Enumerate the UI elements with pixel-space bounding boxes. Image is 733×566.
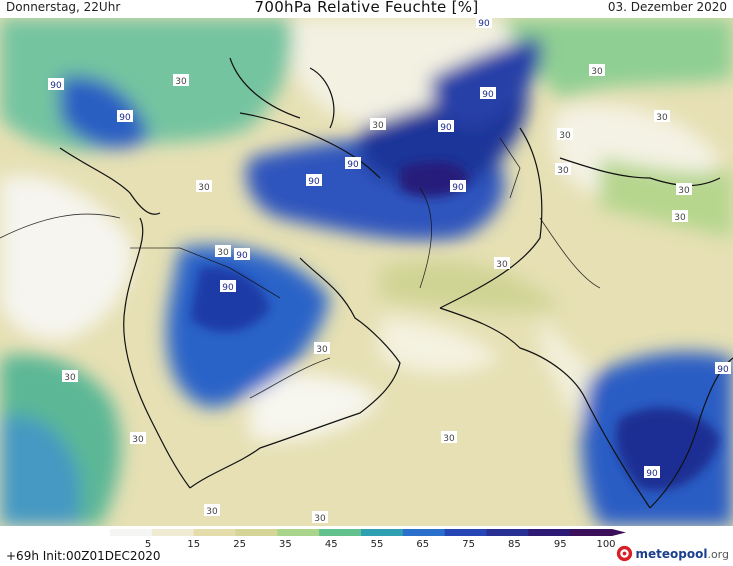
contour-label: 30 (217, 248, 229, 258)
contour-label-bg (557, 128, 573, 140)
colorbar-tick-label: 55 (371, 539, 384, 548)
contour-label: 30 (64, 373, 76, 383)
contour-label-bg (644, 466, 660, 478)
contour-label-bg (314, 342, 330, 354)
contour-label: 30 (678, 186, 690, 196)
colorbar-swatch (444, 529, 487, 536)
contour-label-bg (62, 370, 78, 382)
contour-label: 90 (482, 90, 494, 100)
colorbar-tick-label: 75 (462, 539, 475, 548)
contour-label-bg (234, 248, 250, 260)
contour-label-bg (715, 362, 731, 374)
contour-label: 30 (443, 434, 455, 444)
colorbar-swatch (570, 529, 613, 536)
contour-label-bg (130, 432, 146, 444)
contour-label: 90 (717, 365, 729, 375)
contour-label: 90 (236, 251, 248, 261)
contour-label: 30 (132, 435, 144, 445)
contour-label-bg (438, 120, 454, 132)
colorbar: 5 15 25 35 45 55 65 75 85 95 100 (110, 529, 626, 548)
contour-label-bg (215, 245, 231, 257)
colorbar-swatch (361, 529, 404, 536)
brand-name: meteopool.org (635, 547, 730, 561)
humidity-map: 90 30 90 90 90 90 90 90 90 90 90 90 90 30 30 30 30 30 30 30… (0, 18, 733, 526)
contour-label-bg (196, 180, 212, 192)
colorbar-swatch (486, 529, 529, 536)
colorbar-tick-label: 15 (187, 539, 200, 548)
contour-label-bg (173, 74, 189, 86)
contour-label: 90 (50, 81, 62, 91)
colorbar-swatch (319, 529, 362, 536)
contour-label: 90 (119, 113, 131, 123)
colorbar-tick-label: 45 (325, 539, 338, 548)
contour-label: 30 (314, 514, 326, 524)
contour-label: 30 (372, 121, 384, 131)
contour-label: 90 (308, 177, 320, 187)
colorbar-swatch (235, 529, 278, 536)
colorbar-swatch (277, 529, 320, 536)
title-bar: Donnerstag, 22Uhr 700hPa Relative Feucht… (0, 0, 733, 18)
contour-label: 90 (440, 123, 452, 133)
contour-label: 30 (591, 67, 603, 77)
contour-label: 30 (175, 77, 187, 87)
contour-label: 90 (347, 160, 359, 170)
contour-label: 90 (222, 283, 234, 293)
contour-label-bg (480, 87, 496, 99)
contour-label-bg (345, 157, 361, 169)
contour-label: 90 (646, 469, 658, 479)
contour-label: 30 (674, 213, 686, 223)
contour-label: 30 (316, 345, 328, 355)
contour-label: 90 (478, 19, 490, 29)
contour-label-bg (494, 257, 510, 269)
colorbar-tick-label: 100 (596, 539, 615, 548)
colorbar-extend-arrow (612, 529, 626, 536)
map-title: 700hPa Relative Feuchte [%] (254, 0, 479, 16)
colorbar-tick-label: 25 (233, 539, 246, 548)
contour-label-bg (220, 280, 236, 292)
contour-label-bg (555, 163, 571, 175)
colorbar-tick-label: 65 (416, 539, 429, 548)
contour-label-bg (476, 18, 492, 28)
contour-label-bg (204, 504, 220, 516)
contour-label-bg (672, 210, 688, 222)
colorbar-swatch (402, 529, 446, 536)
contour-labels: 90 30 90 90 90 90 90 90 90 90 90 90 90 30 30 30 30 30 30 30… (48, 18, 731, 524)
contour-label: 30 (557, 166, 569, 176)
contour-label-bg (450, 180, 466, 192)
meteopool-logo-icon (616, 545, 633, 562)
forecast-init: +69h Init:00Z01DEC2020 (6, 549, 161, 563)
contour-label: 30 (496, 260, 508, 270)
legend-bar: 5 15 25 35 45 55 65 75 85 95 100 +69h Init:00Z01DE… (0, 526, 733, 566)
contour-label-bg (589, 64, 605, 76)
colorbar-tick-label: 95 (554, 539, 567, 548)
contour-label-bg (306, 174, 322, 186)
colorbar-swatch (151, 529, 195, 536)
contour-label: 30 (656, 113, 668, 123)
contour-label-bg (117, 110, 133, 122)
colorbar-tick-label: 85 (508, 539, 521, 548)
contour-label-bg (676, 183, 692, 195)
humidity-map-canvas: 90 30 90 90 90 90 90 90 90 90 90 90 90 30 30 30 30 30 30 30… (0, 18, 733, 526)
contour-label-bg (654, 110, 670, 122)
contour-label: 30 (198, 183, 210, 193)
coastlines (59, 57, 733, 509)
contour-label: 30 (206, 507, 218, 517)
valid-day-time: Donnerstag, 22Uhr (6, 0, 121, 14)
contour-label: 90 (452, 183, 464, 193)
contour-label: 30 (559, 131, 571, 141)
contour-label-bg (312, 511, 328, 523)
colorbar-tick-label: 5 (145, 539, 151, 548)
colorbar-swatch (193, 529, 236, 536)
contour-label-bg (48, 78, 64, 90)
colorbar-tick-label: 35 (279, 539, 292, 548)
borders (0, 137, 601, 399)
contour-label-bg (370, 118, 386, 130)
valid-date: 03. Dezember 2020 (607, 0, 727, 14)
contour-label-bg (441, 431, 457, 443)
colorbar-swatch (110, 529, 153, 536)
colorbar-swatch (528, 529, 571, 536)
